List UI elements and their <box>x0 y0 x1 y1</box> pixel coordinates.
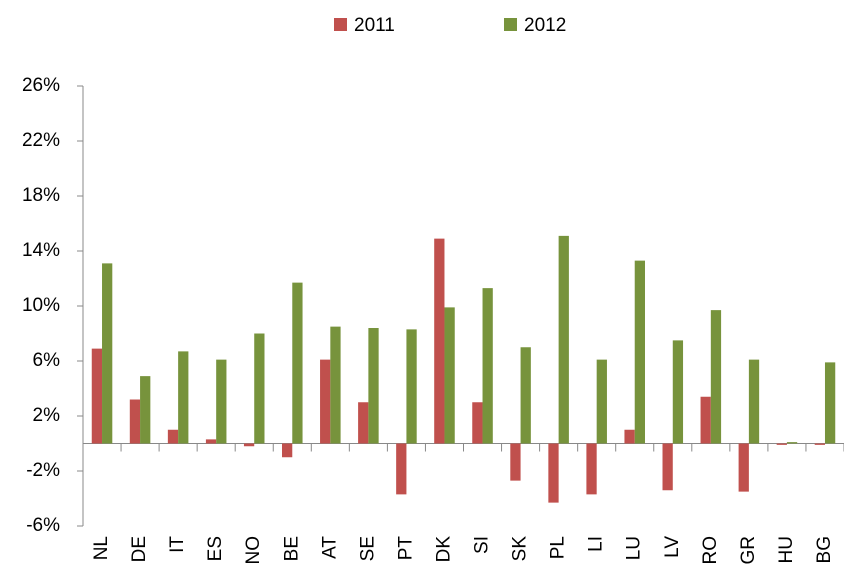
bar <box>282 443 293 458</box>
bar <box>520 347 531 444</box>
x-tick-label: GR <box>738 536 759 565</box>
y-tick-label: 26% <box>22 75 60 96</box>
bar <box>243 443 255 447</box>
x-tick-label: DK <box>433 536 454 563</box>
bar <box>472 402 483 444</box>
y-tick-label: 2% <box>33 405 61 426</box>
bar <box>624 429 635 444</box>
bar <box>254 333 265 444</box>
bar <box>510 443 521 481</box>
bar <box>786 442 798 444</box>
x-tick-label: NL <box>91 536 112 560</box>
bar <box>102 263 113 444</box>
x-tick-label: PT <box>395 536 416 561</box>
bar <box>482 288 493 444</box>
x-tick-label: SK <box>510 536 531 562</box>
x-tick-label: IT <box>167 536 188 553</box>
y-tick-label: 6% <box>33 350 61 371</box>
bar <box>548 443 559 503</box>
legend-label: 2011 <box>354 15 395 36</box>
bar <box>748 359 760 444</box>
bar <box>330 326 341 444</box>
bar <box>358 402 369 444</box>
x-tick-label: SE <box>357 536 378 561</box>
bar <box>406 329 417 444</box>
y-tick-label: 10% <box>22 295 60 316</box>
x-tick-label: BG <box>814 536 835 563</box>
bar <box>292 282 303 444</box>
legend-swatch <box>504 18 517 31</box>
x-tick-label: RO <box>700 536 721 565</box>
bar <box>586 443 597 495</box>
bar <box>596 359 607 444</box>
bar <box>776 443 787 445</box>
bar <box>662 443 673 491</box>
bar <box>444 307 455 444</box>
bar <box>710 310 722 444</box>
bar <box>738 443 749 492</box>
bar <box>178 351 189 444</box>
x-tick-label: NO <box>243 536 264 565</box>
bar <box>129 399 141 444</box>
y-tick-label: -2% <box>26 460 60 481</box>
legend-swatch <box>334 18 347 31</box>
x-tick-label: LU <box>624 536 645 560</box>
y-tick-label: 18% <box>22 185 60 206</box>
bar <box>368 328 379 444</box>
bar <box>558 235 569 444</box>
x-tick-label: SI <box>472 536 493 554</box>
x-tick-label: BE <box>281 536 302 561</box>
bar <box>634 260 645 444</box>
bar <box>814 443 825 445</box>
bar <box>167 429 179 444</box>
bar <box>700 396 711 444</box>
bar <box>205 439 217 444</box>
x-tick-label: PL <box>548 536 569 559</box>
bar <box>672 340 684 444</box>
bar <box>216 359 227 444</box>
bar <box>434 238 445 444</box>
y-tick-label: -6% <box>26 515 60 536</box>
x-tick-label: LV <box>662 536 683 558</box>
bar <box>824 362 836 444</box>
x-tick-label: ES <box>205 536 226 561</box>
bar <box>91 348 103 444</box>
x-tick-label: HU <box>776 536 797 563</box>
x-tick-label: DE <box>129 536 150 562</box>
x-tick-label: LI <box>586 536 607 552</box>
bar <box>396 443 407 495</box>
x-tick-label: AT <box>319 536 340 559</box>
y-tick-label: 14% <box>22 240 60 261</box>
bar <box>140 376 151 444</box>
y-tick-label: 22% <box>22 130 60 151</box>
bar <box>320 359 331 444</box>
legend-label: 2012 <box>524 15 566 36</box>
